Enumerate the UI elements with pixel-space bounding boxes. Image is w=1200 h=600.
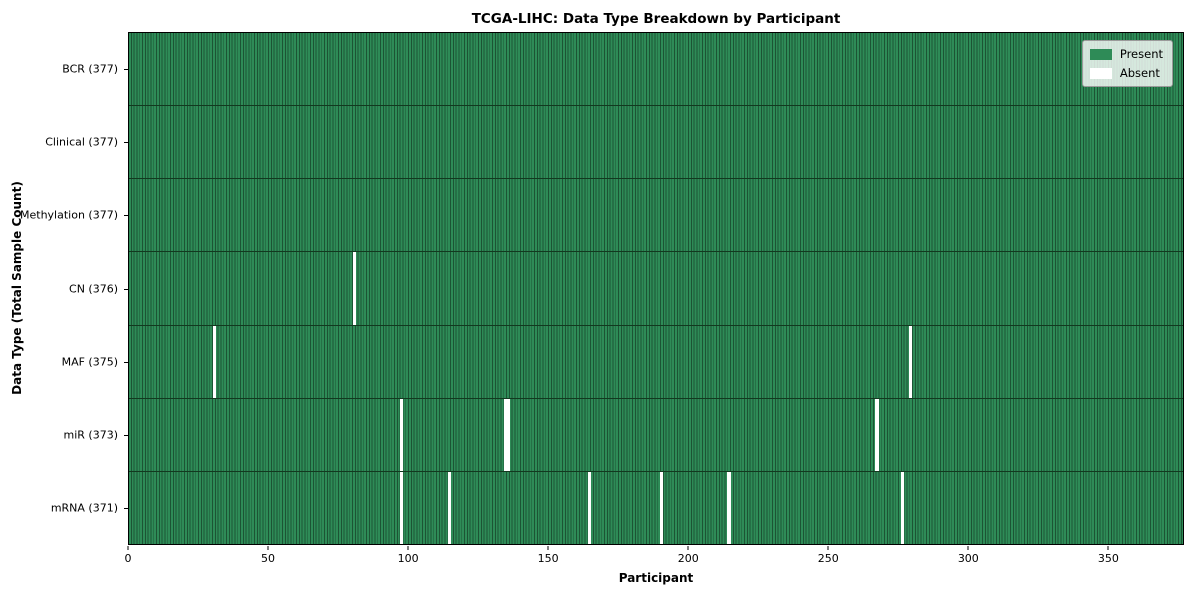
xtick-mark [827, 546, 829, 550]
absent-stripe [727, 471, 731, 544]
xtick-label-100: 100 [397, 552, 419, 565]
x-axis-label: Participant [618, 571, 694, 585]
legend-present-label: Present [1119, 47, 1163, 61]
heatmap-row-bcr [129, 33, 1183, 107]
absent-stripe [400, 398, 404, 471]
absent-stripe [506, 398, 510, 471]
xtick-mark [267, 546, 269, 550]
ytick-label-cn: CN (376) [69, 282, 118, 295]
heatmap-row-mrna [129, 471, 1183, 544]
xtick-mark [127, 546, 129, 550]
xtick-label-150: 150 [537, 552, 559, 565]
ytick-label-bcr: BCR (377) [62, 62, 118, 76]
absent-stripe [900, 471, 904, 544]
xtick-mark [547, 546, 549, 550]
xtick-label-50: 50 [261, 552, 276, 565]
ytick-mark [124, 68, 128, 70]
xtick-mark [687, 546, 689, 550]
ytick-label-mir: miR (373) [63, 428, 119, 442]
ytick-mark [124, 508, 128, 510]
heatmap-row-methylation [129, 179, 1183, 253]
ytick-mark [124, 361, 128, 363]
plot-area: Present Absent [128, 32, 1184, 545]
heatmap-row-cn [129, 252, 1183, 326]
ytick-mark [124, 141, 128, 143]
xtick-mark [1107, 546, 1109, 550]
ytick-label-maf: MAF (375) [61, 355, 118, 369]
y-axis-ticks: BCR (377) Clinical (377) Methylation (377)… [0, 32, 128, 545]
xtick-mark [407, 546, 409, 550]
xtick-label-0: 0 [124, 552, 132, 565]
legend-absent-label: Absent [1119, 66, 1160, 80]
chart-title: TCGA-LIHC: Data Type Breakdown by Partic… [471, 11, 841, 27]
ytick-mark [124, 435, 128, 437]
ytick-mark [124, 215, 128, 217]
legend-present-swatch [1089, 48, 1112, 60]
absent-stripe [660, 471, 664, 544]
absent-stripe [875, 398, 879, 471]
absent-stripe [587, 471, 591, 544]
heatmap-row-clinical [129, 106, 1183, 180]
ytick-mark [124, 288, 128, 290]
legend-item-absent: Absent [1089, 66, 1163, 80]
xtick-label-350: 350 [1097, 552, 1119, 565]
absent-stripe [352, 252, 356, 325]
heatmap-rows [129, 33, 1183, 544]
absent-stripe [447, 471, 451, 544]
ytick-label-methylation: Methylation (377) [20, 208, 118, 222]
heatmap-row-mir [129, 398, 1183, 472]
ytick-label-mrna: mRNA (371) [50, 501, 118, 515]
xtick-label-300: 300 [957, 552, 979, 565]
x-axis-ticks: 0 50 100 150 200 250 300 350 [124, 546, 1184, 576]
heatmap-row-maf [129, 325, 1183, 399]
absent-stripe [503, 398, 507, 471]
legend: Present Absent [1081, 40, 1173, 87]
legend-item-present: Present [1089, 47, 1163, 61]
xtick-mark [967, 546, 969, 550]
legend-absent-swatch [1089, 67, 1112, 79]
absent-stripe [400, 471, 404, 544]
xtick-label-200: 200 [677, 552, 699, 565]
ytick-label-clinical: Clinical (377) [45, 135, 118, 149]
xtick-label-250: 250 [817, 552, 839, 565]
absent-stripe [212, 325, 217, 398]
absent-stripe [909, 325, 913, 398]
